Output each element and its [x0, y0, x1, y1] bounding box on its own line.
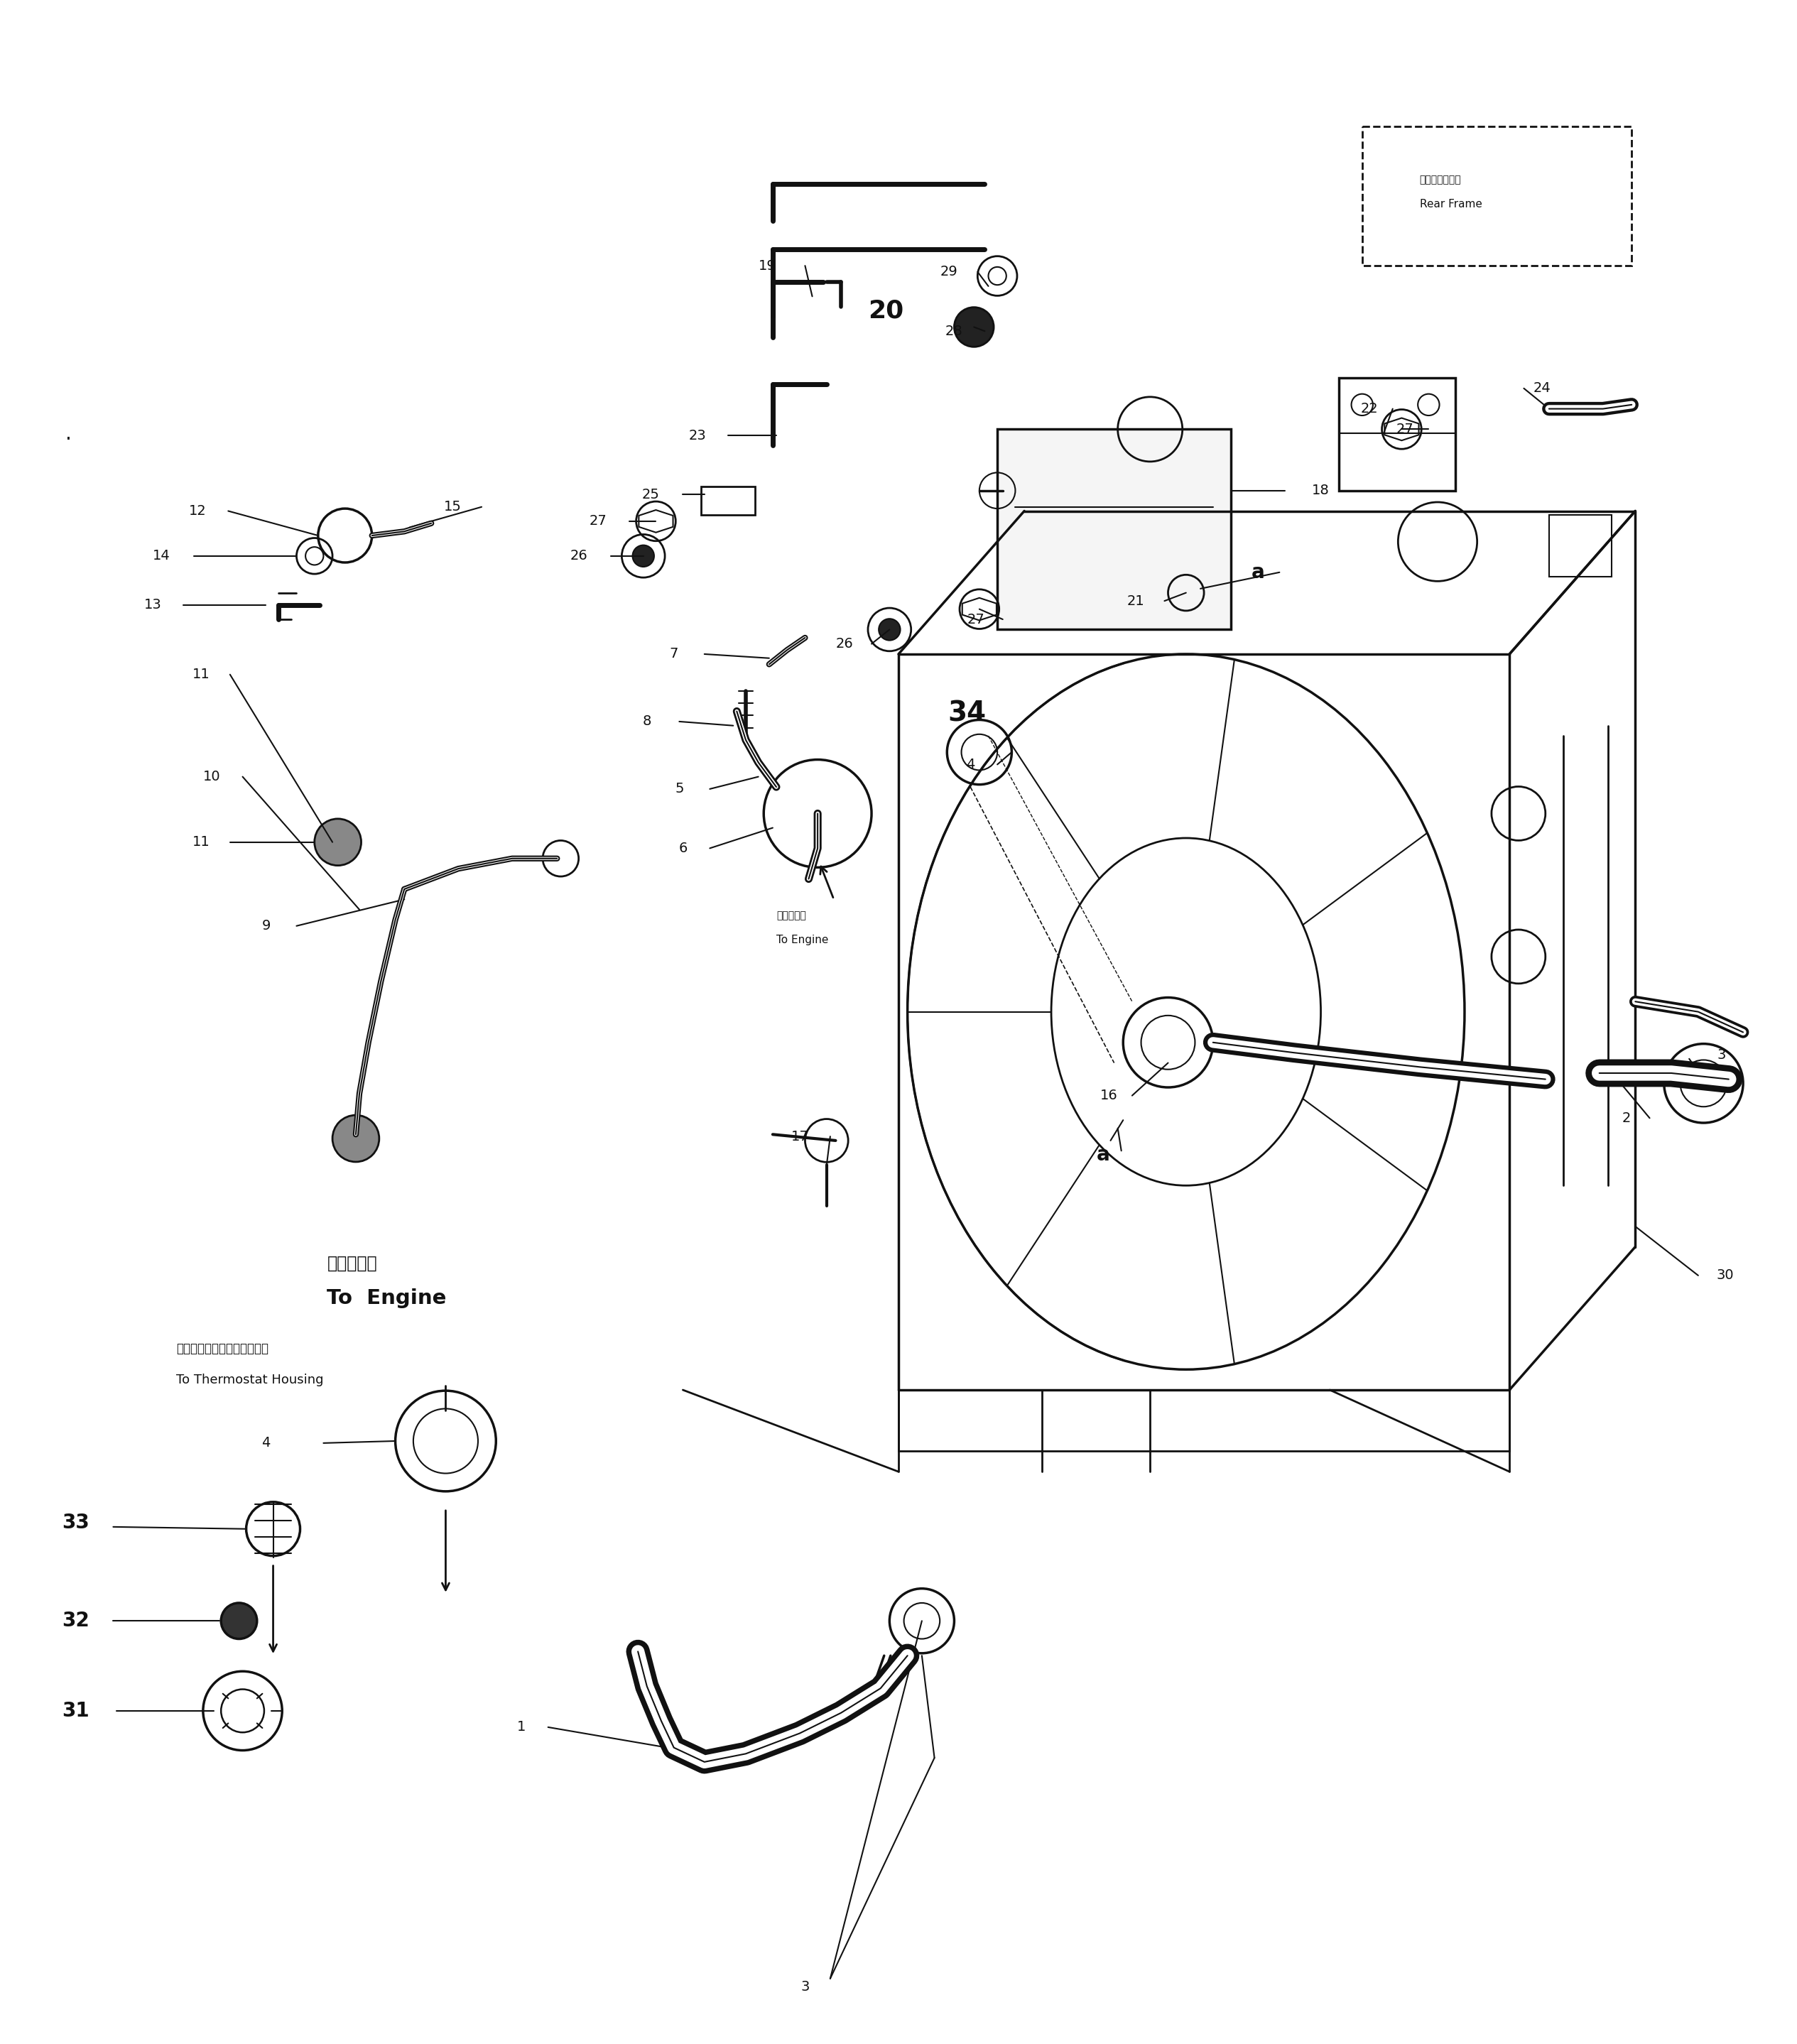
Text: 14: 14 — [153, 550, 171, 562]
Text: 32: 32 — [61, 1611, 90, 1631]
Circle shape — [314, 820, 361, 865]
Bar — [1549, 515, 1612, 576]
Text: 19: 19 — [758, 260, 776, 272]
Text: 7: 7 — [670, 648, 677, 660]
Text: 2: 2 — [1623, 1112, 1630, 1124]
Text: 26: 26 — [836, 638, 854, 650]
Text: 28: 28 — [945, 325, 963, 337]
Text: a: a — [1096, 1145, 1111, 1165]
Text: 13: 13 — [144, 599, 162, 611]
Text: 24: 24 — [1533, 382, 1551, 394]
Bar — [701, 486, 755, 515]
Text: 26: 26 — [570, 550, 588, 562]
Text: 29: 29 — [940, 266, 958, 278]
Text: 31: 31 — [61, 1701, 90, 1721]
Bar — [1339, 378, 1456, 491]
Text: 4: 4 — [967, 758, 974, 771]
Text: 25: 25 — [642, 489, 659, 501]
Text: 16: 16 — [1100, 1089, 1118, 1102]
Text: 15: 15 — [444, 501, 462, 513]
Text: エンジンへ: エンジンへ — [776, 912, 807, 920]
Text: 6: 6 — [679, 842, 686, 854]
Circle shape — [305, 548, 323, 564]
Text: 21: 21 — [1127, 595, 1145, 607]
Bar — [1362, 127, 1632, 266]
Bar — [997, 429, 1231, 630]
Text: 1: 1 — [518, 1721, 525, 1733]
Text: a: a — [1251, 562, 1265, 583]
Text: 17: 17 — [791, 1130, 809, 1143]
Text: 27: 27 — [1396, 423, 1414, 435]
Text: 23: 23 — [688, 429, 706, 442]
Text: 3: 3 — [801, 1981, 809, 1993]
Text: 18: 18 — [1312, 484, 1330, 497]
Text: ·: · — [65, 429, 72, 450]
Text: 3: 3 — [1718, 1049, 1725, 1061]
Text: 30: 30 — [1716, 1269, 1734, 1282]
Text: エンジンへ: エンジンへ — [327, 1255, 377, 1271]
Text: 4: 4 — [262, 1437, 270, 1449]
Circle shape — [221, 1602, 257, 1639]
Text: Rear Frame: Rear Frame — [1420, 198, 1483, 211]
Text: サーモスタットハウジングへ: サーモスタットハウジングへ — [176, 1343, 268, 1355]
Text: To Thermostat Housing: To Thermostat Housing — [176, 1374, 323, 1386]
Text: 11: 11 — [192, 668, 210, 681]
Text: 33: 33 — [61, 1513, 90, 1533]
Text: To Engine: To Engine — [776, 934, 828, 946]
Text: 8: 8 — [643, 715, 651, 728]
Circle shape — [954, 307, 994, 347]
Text: 27: 27 — [967, 613, 985, 625]
Circle shape — [879, 619, 900, 640]
Text: 5: 5 — [676, 783, 683, 795]
Circle shape — [332, 1116, 379, 1161]
Text: 20: 20 — [868, 298, 904, 323]
Text: To  Engine: To Engine — [327, 1288, 447, 1308]
Text: リヤーフレーム: リヤーフレーム — [1420, 176, 1461, 184]
Text: 12: 12 — [189, 505, 207, 517]
Text: 27: 27 — [589, 515, 607, 527]
Text: 34: 34 — [947, 699, 987, 728]
Text: 11: 11 — [192, 836, 210, 848]
Text: 22: 22 — [1360, 403, 1378, 415]
Text: 9: 9 — [262, 920, 270, 932]
Text: 10: 10 — [203, 771, 221, 783]
Circle shape — [633, 546, 654, 566]
